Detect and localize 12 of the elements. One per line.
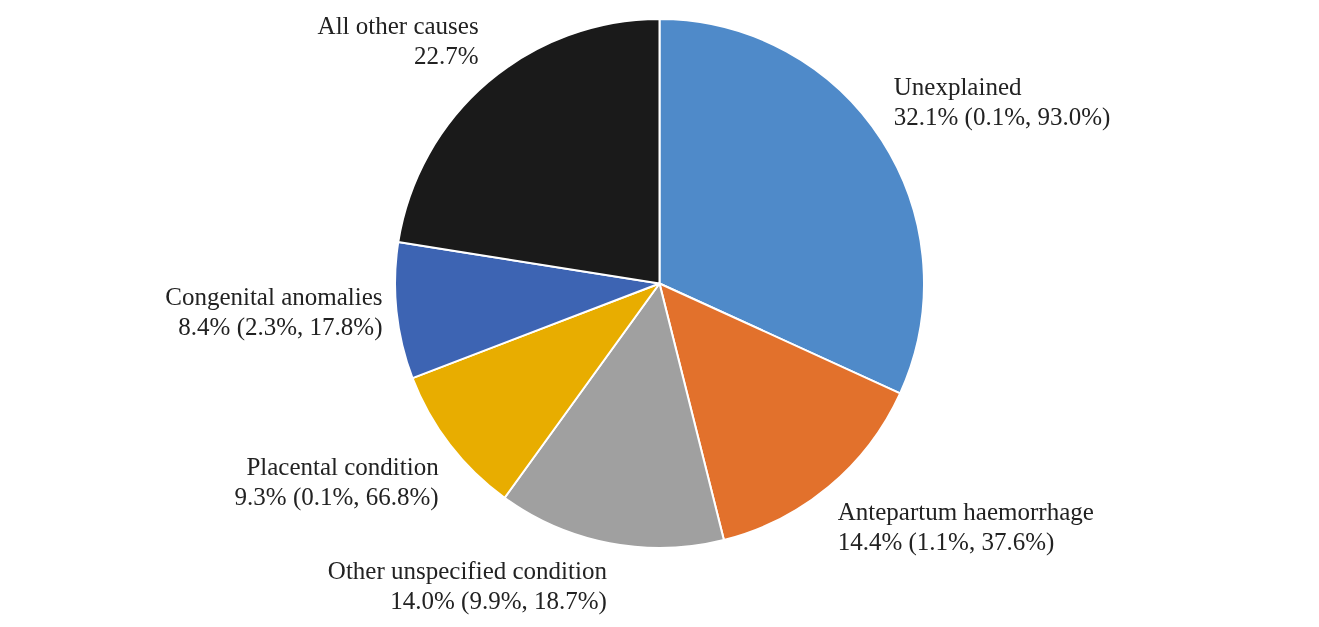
slice-label: Other unspecified condition bbox=[327, 557, 608, 585]
slice-label: Placental condition bbox=[246, 453, 440, 481]
data-label: 14.0% (9.9%, 18.7%) bbox=[390, 587, 607, 616]
data-label: 14.4% (1.1%, 37.6%) bbox=[837, 527, 1055, 556]
data-label: 22.7% bbox=[414, 41, 479, 69]
slice-label: Congenital anomalies bbox=[165, 282, 383, 310]
data-label: 9.3% (0.1%, 66.8%) bbox=[234, 483, 439, 512]
slice-label: Unexplained bbox=[893, 72, 1022, 100]
slice-label: Antepartum haemorrhage bbox=[837, 497, 1094, 525]
data-label: 32.1% (0.1%, 93.0%) bbox=[893, 102, 1111, 131]
data-label: 8.4% (2.3%, 17.8%) bbox=[178, 312, 383, 341]
slice-label: All other causes bbox=[317, 11, 479, 39]
